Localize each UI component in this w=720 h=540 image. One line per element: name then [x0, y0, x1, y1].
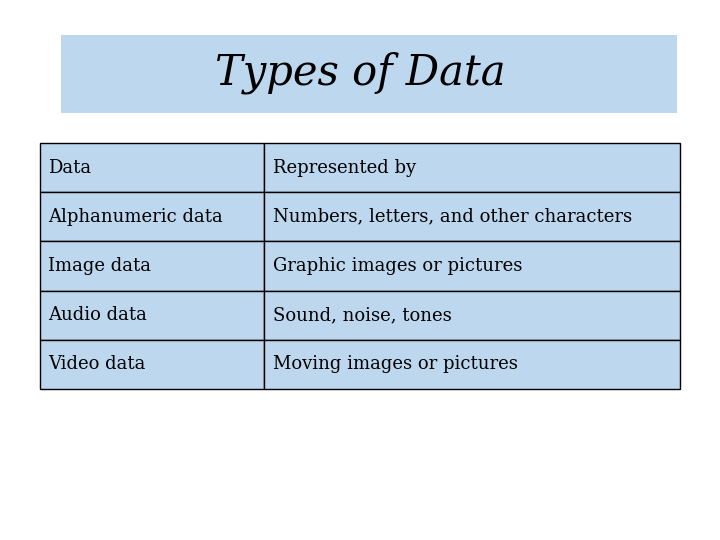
Bar	[40, 143, 264, 192]
Bar	[264, 241, 680, 291]
Text: Represented by: Represented by	[272, 159, 415, 177]
Text: Video data: Video data	[48, 355, 145, 373]
Bar	[40, 291, 264, 340]
Text: Audio data: Audio data	[48, 306, 147, 324]
Bar	[40, 192, 264, 241]
Bar	[264, 143, 680, 192]
Text: Sound, noise, tones: Sound, noise, tones	[272, 306, 451, 324]
Bar	[264, 291, 680, 340]
Text: Alphanumeric data: Alphanumeric data	[48, 208, 223, 226]
Bar	[264, 192, 680, 241]
Bar	[61, 35, 677, 113]
Text: Moving images or pictures: Moving images or pictures	[272, 355, 518, 373]
Text: Types of Data: Types of Data	[215, 52, 505, 94]
Bar	[40, 241, 264, 291]
Text: Data: Data	[48, 159, 91, 177]
Bar	[264, 340, 680, 389]
Text: Numbers, letters, and other characters: Numbers, letters, and other characters	[272, 208, 631, 226]
Text: Image data: Image data	[48, 257, 151, 275]
Bar	[40, 340, 264, 389]
Text: Graphic images or pictures: Graphic images or pictures	[272, 257, 522, 275]
